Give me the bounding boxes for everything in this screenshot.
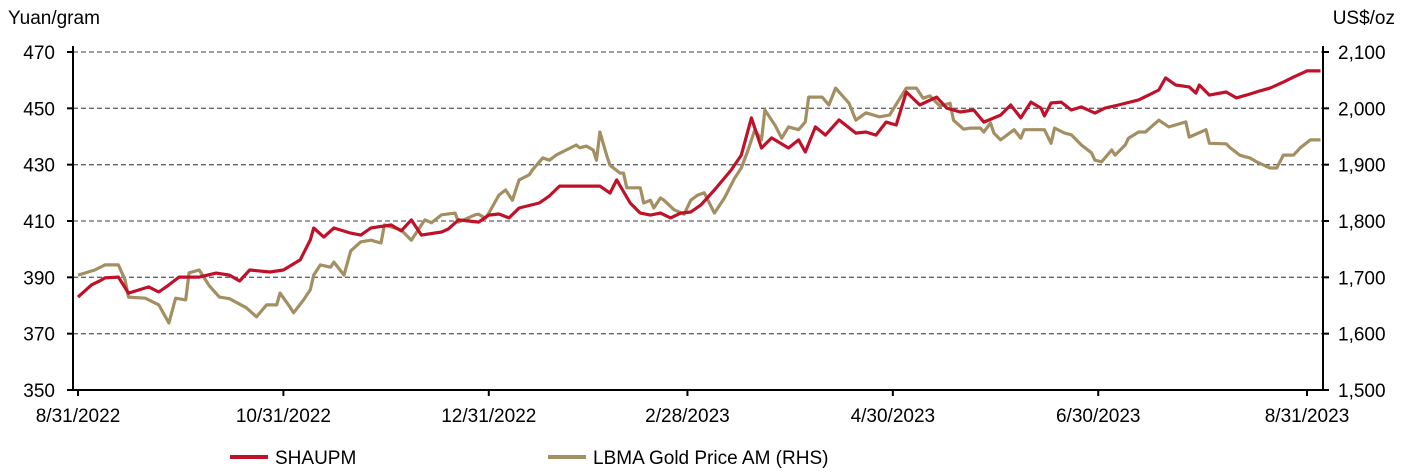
series-line-lbma bbox=[77, 86, 1321, 325]
x-tick-label: 12/31/2022 bbox=[441, 406, 536, 427]
left-tick-label: 430 bbox=[23, 156, 55, 177]
right-tick-label: 1,500 bbox=[1338, 381, 1386, 402]
x-tick-label: 8/31/2022 bbox=[36, 406, 121, 427]
right-tick-label: 1,700 bbox=[1338, 268, 1386, 289]
left-tick-label: 410 bbox=[23, 212, 55, 233]
left-axis-label: Yuan/gram bbox=[8, 8, 100, 29]
left-tick-label: 370 bbox=[23, 325, 55, 346]
right-axis-label: US$/oz bbox=[1333, 8, 1395, 29]
x-tick-label: 8/31/2023 bbox=[1265, 406, 1350, 427]
x-tick-label: 2/28/2023 bbox=[645, 406, 730, 427]
right-tick-label: 2,000 bbox=[1338, 99, 1386, 120]
right-tick-label: 2,100 bbox=[1338, 43, 1386, 64]
left-tick-label: 450 bbox=[23, 99, 55, 120]
right-tick-label: 1,600 bbox=[1338, 325, 1386, 346]
left-tick-label: 470 bbox=[23, 43, 55, 64]
left-tick-label: 350 bbox=[23, 381, 55, 402]
x-tick-label: 10/31/2022 bbox=[236, 406, 331, 427]
x-tick-label: 6/30/2023 bbox=[1056, 406, 1141, 427]
legend-label: LBMA Gold Price AM (RHS) bbox=[593, 448, 828, 469]
right-tick-label: 1,900 bbox=[1338, 156, 1386, 177]
x-tick-label: 4/30/2023 bbox=[851, 406, 936, 427]
left-tick-label: 390 bbox=[23, 268, 55, 289]
right-tick-label: 1,800 bbox=[1338, 212, 1386, 233]
legend-label: SHAUPM bbox=[275, 448, 356, 469]
legend: SHAUPM LBMA Gold Price AM (RHS) bbox=[230, 448, 828, 469]
series-line-shaupm bbox=[76, 69, 1321, 299]
